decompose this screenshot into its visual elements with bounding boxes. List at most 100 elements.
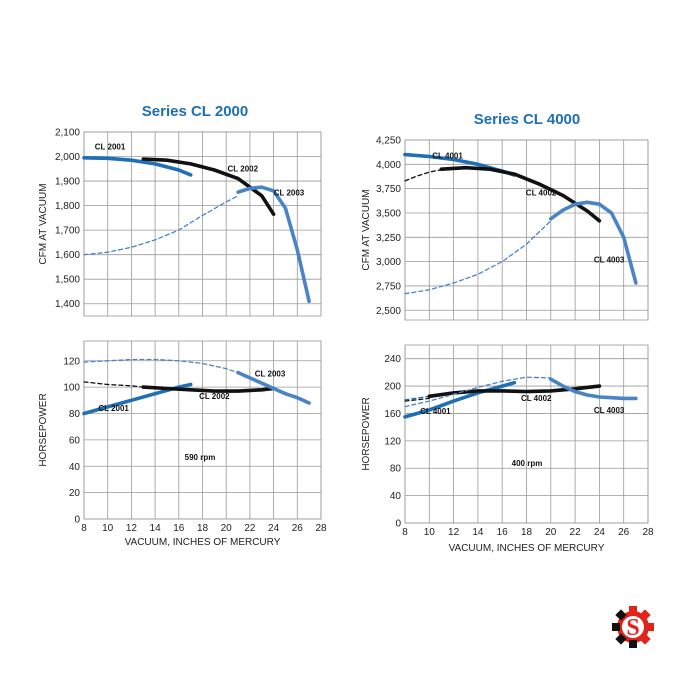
x-tick-label: 10 [424,527,436,538]
y-tick-label: 120 [384,436,401,447]
x-tick-label: 16 [173,523,185,534]
series-label: CL 4002 [521,394,552,403]
y-tick-label: 2,100 [55,128,80,139]
gear-tooth [612,623,620,631]
series-line-cl-2003 [236,370,311,405]
panel-cfm: 2,500 2,750 3,000 3,250 3,500 3,750 4,000 4,250… [361,136,649,321]
series-line-cl-4001 [404,395,430,401]
x-tick-label: 22 [570,527,582,538]
y-axis-label: CFM AT VACUUM [361,189,372,270]
x-tick-label: 8 [81,523,87,534]
series-line-cl-4001 [403,380,517,419]
series-label: CL 4003 [594,406,625,415]
x-tick-label: 12 [126,523,138,534]
panel-horsepower: 0 20 40 60 80 100 120 HORSEPOWER CL 2001 CL 2002 C… [38,340,327,548]
logo-glyph: S [626,615,639,641]
gear-tooth [629,640,637,648]
y-tick-label: 1,400 [55,299,80,310]
x-tick-label: 8 [402,527,408,538]
x-tick-label: 18 [197,523,209,534]
x-axis-label: VACUUM, INCHES OF MERCURY [125,537,281,548]
chart-title: Series CL 4000 [474,111,580,128]
y-tick-label: 3,000 [376,257,401,268]
panel-horsepower: 0 40 80 120 160 200 240 HORSEPOWER CL 4001 CL 400… [361,344,654,554]
x-tick-label: 28 [315,523,327,534]
y-axis-label: HORSEPOWER [361,397,372,470]
x-tick-label: 20 [545,527,557,538]
rpm-note: 400 rpm [512,459,543,468]
series-line-cl-4003 [404,220,552,295]
panel-cfm: 1,400 1,500 1,600 1,700 1,800 1,900 2,000 2,100… [38,128,322,317]
series-line-cl-2003 [236,185,311,304]
y-tick-label: 160 [384,409,401,420]
y-tick-label: 40 [69,462,81,473]
y-tick-label: 3,250 [376,233,401,244]
series-label: CL 4001 [432,151,463,160]
y-tick-label: 1,900 [55,177,80,188]
chart-2: Series CL 4000 2,500 2,750 3,000 3,250 3,500 3… [361,111,654,554]
series-line-cl-2002 [141,385,276,393]
chart-title: Series CL 2000 [142,103,248,120]
series-label: CL 4003 [594,256,625,265]
series-label: CL 2001 [98,404,129,413]
x-tick-label: 18 [521,527,533,538]
x-tick-label: 22 [244,523,256,534]
plot-frame [404,344,649,524]
series-label: CL 2003 [274,188,305,197]
gear-tooth [629,606,637,614]
series-line-cl-2001 [82,382,193,416]
x-tick-label: 28 [642,527,654,538]
y-tick-label: 200 [384,382,401,393]
y-tick-label: 20 [69,488,81,499]
y-tick-label: 80 [390,464,402,475]
y-tick-label: 100 [63,383,80,394]
x-tick-label: 10 [102,523,114,534]
gear-tooth [646,623,654,631]
series-label: CL 2002 [228,164,259,173]
chart-1: Series CL 20001,4001,5001,6001,7001,8001… [38,103,327,548]
y-tick-label: 60 [69,435,81,446]
y-tick-label: 4,000 [376,160,401,171]
x-tick-label: 20 [221,523,233,534]
y-tick-label: 3,750 [376,184,401,195]
series-line-cl-4002 [404,169,443,182]
series-line-cl-2002 [83,381,144,388]
logo: S [612,606,654,648]
x-tick-label: 16 [497,527,509,538]
y-tick-label: 3,500 [376,208,401,219]
y-tick-label: 1,600 [55,250,80,261]
series-label: CL 4002 [526,188,557,197]
y-tick-label: 40 [390,491,402,502]
x-tick-label: 26 [292,523,304,534]
y-tick-label: 2,000 [55,152,80,163]
x-tick-label: 14 [150,523,162,534]
x-axis-label: VACUUM, INCHES OF MERCURY [449,543,605,554]
y-tick-label: 120 [63,356,80,367]
y-tick-label: 1,700 [55,226,80,237]
y-tick-label: 4,250 [376,136,401,147]
series-line-cl-4003 [548,377,638,401]
series-label: CL 2001 [95,143,126,152]
series-label: CL 2002 [199,392,230,401]
series-line-cl-4003 [548,200,638,285]
series-line-cl-2002 [141,157,276,216]
plot-frame [83,340,322,520]
series-label: CL 2003 [255,370,286,379]
x-tick-label: 24 [268,523,280,534]
y-axis-label: CFM AT VACUUM [38,183,49,264]
series-line-cl-2003 [83,195,239,256]
plot-frame [404,139,649,321]
x-tick-label: 14 [472,527,484,538]
y-tick-label: 80 [69,409,81,420]
series-line-cl-4002 [439,165,602,223]
series-line-cl-4003 [404,376,552,408]
series-line-cl-4002 [404,397,430,402]
rpm-note: 590 rpm [185,453,216,462]
y-tick-label: 240 [384,354,401,365]
x-tick-label: 24 [594,527,606,538]
y-tick-label: 0 [395,519,401,530]
y-tick-label: 2,750 [376,281,401,292]
series-line-cl-2003 [83,358,239,374]
